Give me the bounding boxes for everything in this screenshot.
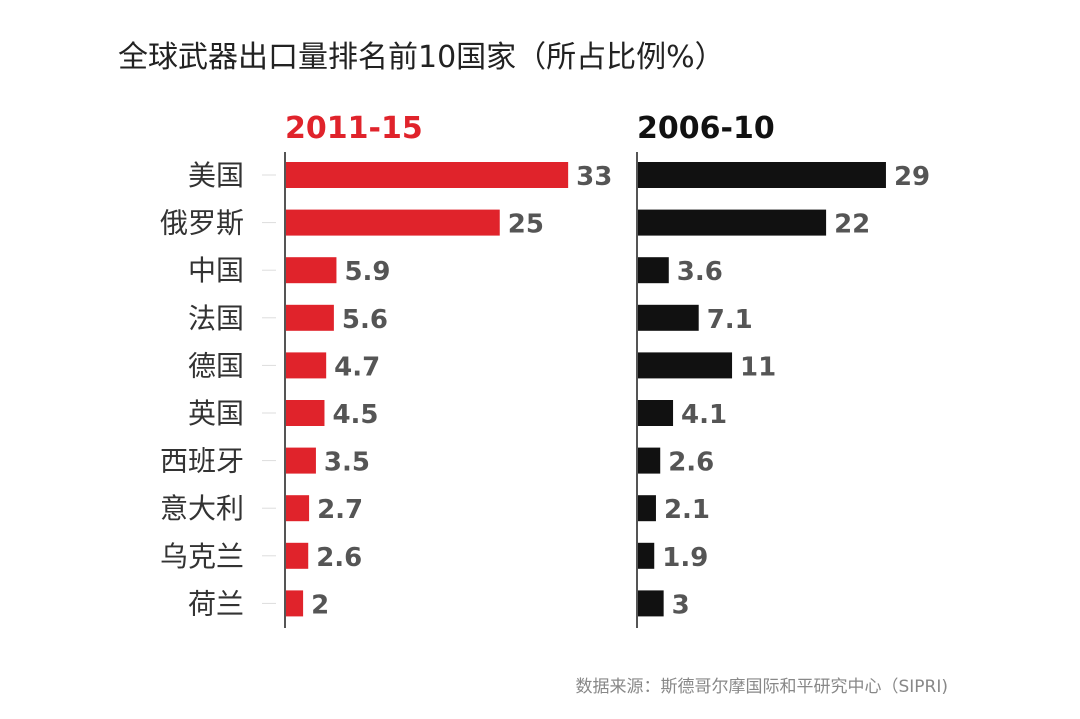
bar xyxy=(286,400,325,426)
data-label: 3.6 xyxy=(677,257,723,287)
category-label: 意大利 xyxy=(160,492,244,525)
bar xyxy=(638,304,699,331)
bar xyxy=(638,447,661,474)
bar xyxy=(286,447,316,474)
category-label: 西班牙 xyxy=(160,445,244,478)
bar xyxy=(638,352,733,379)
bar xyxy=(286,257,337,284)
data-label: 2.7 xyxy=(317,495,363,525)
bar xyxy=(286,590,304,617)
data-label: 11 xyxy=(740,352,776,382)
data-label: 2.6 xyxy=(668,448,714,478)
chart-title: 全球武器出口量排名前10国家（所占比例%） xyxy=(118,40,725,75)
panel-2011-15: 2011-15 33 25 5.9 5.6 4.7 4.5 3.5 2.7 2.6 2 xyxy=(284,111,612,628)
data-label: 5.9 xyxy=(344,257,390,287)
data-label: 4.5 xyxy=(332,400,378,430)
bar xyxy=(638,400,674,426)
series-label: 2006-10 xyxy=(637,111,775,146)
category-label: 德国 xyxy=(188,349,244,382)
category-label: 俄罗斯 xyxy=(160,207,244,240)
category-label: 乌克兰 xyxy=(160,540,244,573)
data-label: 3.5 xyxy=(324,448,370,478)
bar xyxy=(638,162,886,188)
category-label: 英国 xyxy=(188,397,244,430)
data-label: 1.9 xyxy=(662,543,708,573)
data-label: 2 xyxy=(311,590,329,620)
bar xyxy=(638,542,655,569)
data-label: 29 xyxy=(894,162,930,192)
data-label: 3 xyxy=(672,590,690,620)
bar xyxy=(638,209,827,236)
series-label: 2011-15 xyxy=(285,111,423,146)
data-label: 25 xyxy=(508,210,544,240)
bar xyxy=(638,495,656,522)
bar xyxy=(286,304,334,331)
bar xyxy=(638,590,664,617)
data-label: 4.7 xyxy=(334,352,380,382)
data-label: 5.6 xyxy=(342,305,388,335)
bar xyxy=(286,542,309,569)
data-label: 33 xyxy=(576,162,612,192)
category-label: 法国 xyxy=(188,302,244,335)
bar xyxy=(286,162,569,188)
data-label: 2.1 xyxy=(664,495,710,525)
panel-2006-10: 2006-10 29 22 3.6 7.1 11 4.1 2.6 2.1 1.9 3 xyxy=(636,111,930,628)
bar xyxy=(638,257,669,284)
bar xyxy=(286,352,327,379)
data-label: 7.1 xyxy=(707,305,753,335)
category-label: 美国 xyxy=(188,159,244,192)
bar xyxy=(286,495,310,522)
data-label: 2.6 xyxy=(316,543,362,573)
data-label: 4.1 xyxy=(681,400,727,430)
source-note: 数据来源：斯德哥尔摩国际和平研究中心（SIPRI) xyxy=(575,677,948,697)
bar xyxy=(286,209,500,236)
category-label: 中国 xyxy=(188,254,244,287)
data-label: 22 xyxy=(834,210,870,240)
category-label: 荷兰 xyxy=(188,587,244,620)
